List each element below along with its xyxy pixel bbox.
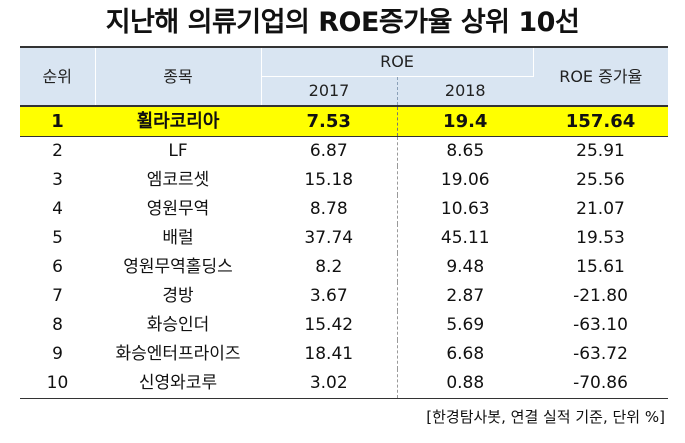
cell-roe-2017: 8.2: [261, 253, 398, 282]
cell-rank: 3: [52, 170, 63, 190]
table-row: 2 LF 6.87 8.65 25.91: [20, 136, 668, 166]
table-row: 4 영원무역 8.78 10.63 21.07: [20, 195, 668, 224]
table-header: 순위 종목 ROE ROE 증가율 2017 2018: [20, 46, 669, 106]
header-name: 종목: [95, 46, 262, 106]
cell-roe-2017: 3.02: [261, 369, 398, 399]
cell-roe-2017: 7.53: [261, 105, 398, 137]
cell-name: 영원무역홀딩스: [123, 257, 233, 277]
cell-roe-2018: 10.63: [440, 199, 490, 219]
cell-roe-2018: 2.87: [446, 286, 485, 306]
cell-roe-2018: 45.11: [440, 228, 490, 248]
cell-rank: 6: [52, 257, 63, 277]
table-row: 10 신영와코루 3.02 0.88 -70.86: [20, 369, 669, 399]
cell-growth: 25.91: [576, 141, 625, 161]
cell-name: LF: [168, 141, 188, 161]
cell-roe-2017: 37.74: [261, 224, 398, 253]
cell-rank: 2: [52, 141, 63, 161]
source-note: [한경탐사봇, 연결 실적 기준, 단위 %]: [426, 408, 665, 426]
table-row: 9 화승엔터프라이즈 18.41 6.68 -63.72: [20, 340, 668, 369]
page-title: 지난해 의류기업의 ROE증가율 상위 10선: [105, 7, 580, 38]
header-2017: 2017: [261, 76, 398, 106]
table-row: 7 경방 3.67 2.87 -21.80: [20, 282, 668, 311]
cell-growth: 15.61: [576, 257, 625, 277]
cell-growth: -63.72: [573, 344, 628, 364]
cell-name: 화승인더: [146, 315, 210, 335]
cell-roe-2018: 0.88: [397, 369, 534, 399]
cell-roe-2018: 9.48: [446, 257, 485, 277]
cell-roe-2018: 8.65: [446, 141, 485, 161]
cell-name: 경방: [162, 286, 194, 306]
cell-name: 배럴: [162, 228, 194, 248]
header-roe: ROE: [261, 46, 534, 77]
cell-rank: 4: [52, 199, 63, 219]
cell-roe-2017: 18.41: [261, 340, 398, 369]
cell-growth: 21.07: [576, 199, 625, 219]
cell-rank: 7: [52, 286, 63, 306]
cell-rank: 8: [52, 315, 63, 335]
table-row: 8 화승인더 15.42 5.69 -63.10: [20, 311, 668, 340]
header-growth: ROE 증가율: [533, 46, 669, 106]
table-row: 6 영원무역홀딩스 8.2 9.48 15.61: [20, 253, 668, 282]
table-row: 5 배럴 37.74 45.11 19.53: [20, 224, 668, 253]
cell-name: 휠라코리아: [95, 105, 261, 137]
cell-roe-2017: 15.42: [261, 311, 398, 340]
roe-growth-table: 순위 종목 ROE ROE 증가율 2017 2018 1 휠라코리아 7.53…: [20, 46, 669, 399]
header-rank: 순위: [20, 46, 96, 106]
cell-rank: 10: [20, 369, 95, 399]
cell-name: 영원무역: [146, 199, 210, 219]
cell-roe-2018: 19.06: [440, 170, 490, 190]
cell-roe-2017: 15.18: [261, 166, 398, 195]
cell-rank: 9: [52, 344, 63, 364]
cell-name: 화승엔터프라이즈: [115, 344, 241, 364]
cell-rank: 1: [20, 105, 95, 137]
cell-name: 엠코르셋: [146, 170, 210, 190]
cell-roe-2018: 19.4: [397, 105, 534, 137]
header-2018: 2018: [397, 76, 534, 106]
cell-roe-2018: 6.68: [446, 344, 485, 364]
cell-roe-2018: 5.69: [446, 315, 485, 335]
table-row: 3 엠코르셋 15.18 19.06 25.56: [20, 166, 668, 195]
cell-growth: 25.56: [576, 170, 625, 190]
cell-roe-2017: 8.78: [261, 195, 398, 224]
table-body: 1 휠라코리아 7.53 19.4 157.64 2 LF 6.87 8.65 …: [20, 105, 669, 399]
table-row-highlighted: 1 휠라코리아 7.53 19.4 157.64: [20, 105, 669, 137]
cell-growth: 157.64: [533, 105, 669, 137]
cell-growth: -63.10: [573, 315, 628, 335]
cell-roe-2017: 6.87: [261, 136, 398, 166]
cell-growth: 19.53: [576, 228, 625, 248]
cell-roe-2017: 3.67: [261, 282, 398, 311]
cell-rank: 5: [52, 228, 63, 248]
cell-growth: -21.80: [573, 286, 628, 306]
cell-name: 신영와코루: [95, 369, 261, 399]
cell-growth: -70.86: [533, 369, 669, 399]
